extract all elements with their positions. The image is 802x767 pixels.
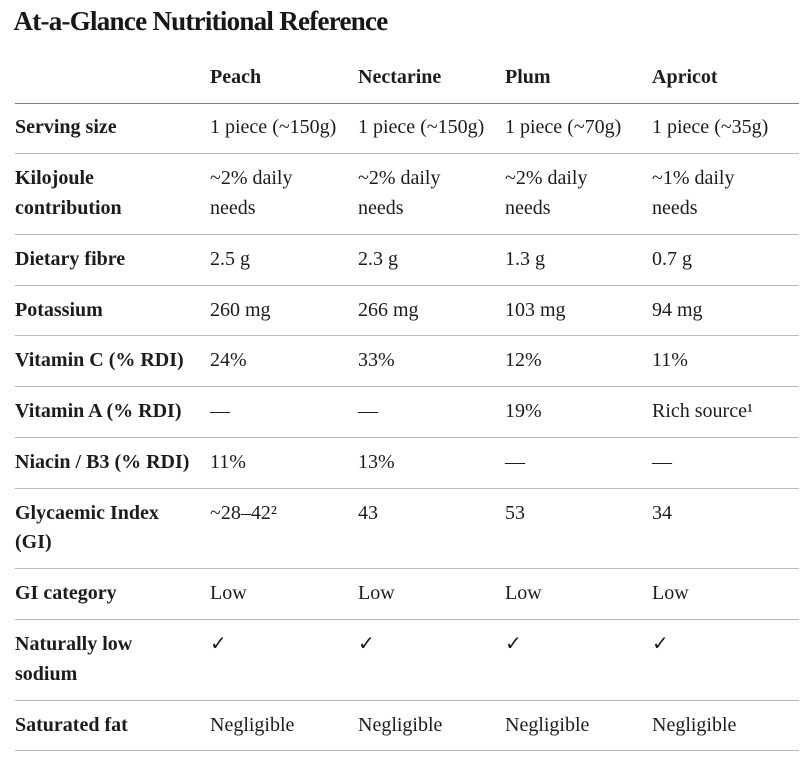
table-row: GI category Low Low Low Low (15, 569, 799, 620)
table-cell: 1 piece (~150g) (358, 116, 485, 139)
table-cell: 2.3 g (358, 247, 398, 270)
row-label: Naturally low sodium (15, 632, 133, 685)
column-header: Peach (210, 65, 262, 88)
table-cell: 1.3 g (505, 247, 545, 270)
table-row: Glycaemic Index (GI) ~28–42² 43 53 34 (15, 488, 799, 569)
table-cell: — (652, 450, 672, 473)
table-cell: 1 piece (~150g) (210, 116, 337, 139)
table-cell: 19% (505, 400, 542, 423)
page: At-a-Glance Nutritional Reference Peach N… (0, 4, 802, 751)
table-cell: ✓ (652, 632, 669, 655)
table-row: Kilojoule contribution ~2% daily needs ~2%… (15, 154, 799, 235)
table-cell: — (505, 450, 525, 473)
table-cell: 34 (652, 501, 672, 524)
table-header: Peach Nectarine Plum Apricot (15, 38, 799, 104)
table-cell: ~2% daily needs (358, 167, 441, 220)
table-cell: Negligible (358, 713, 443, 736)
page-title: At-a-Glance Nutritional Reference (13, 6, 389, 37)
table-cell: — (210, 400, 230, 423)
table-cell: 11% (210, 450, 246, 473)
table-cell: ~2% daily needs (210, 167, 293, 220)
table-row: Potassium 260 mg 266 mg 103 mg 94 mg (15, 285, 799, 336)
table-cell: ~28–42² (210, 501, 277, 524)
row-label: Vitamin C (% RDI) (15, 349, 184, 372)
table-cell: 12% (505, 349, 542, 372)
table-cell: 1 piece (~35g) (652, 116, 769, 139)
nutrition-table: Peach Nectarine Plum Apricot Serving size 1 … (15, 38, 799, 751)
table-cell: 260 mg (210, 298, 271, 321)
column-header: Nectarine (358, 65, 442, 88)
table-row: Serving size 1 piece (~150g) 1 piece (~150… (15, 103, 799, 154)
row-label: Serving size (15, 116, 117, 139)
table-cell: 11% (652, 349, 688, 372)
row-label: Niacin / B3 (% RDI) (15, 450, 190, 473)
table-cell: 13% (358, 450, 395, 473)
row-label-header (15, 38, 210, 103)
table-cell: Low (358, 582, 395, 605)
table-row: Saturated fat Negligible Negligible Negligi… (15, 700, 799, 751)
table-cell: Rich source¹ (652, 400, 753, 423)
table-cell: Negligible (210, 713, 295, 736)
table-cell: 43 (358, 501, 378, 524)
table-cell: Low (210, 582, 247, 605)
table-cell: 103 mg (505, 298, 566, 321)
table-cell: 266 mg (358, 298, 419, 321)
table-cell: ✓ (358, 632, 375, 655)
table-cell: 94 mg (652, 298, 703, 321)
table-cell: Low (505, 582, 542, 605)
table-row: Vitamin A (% RDI) — — 19% Rich source¹ (15, 387, 799, 438)
header-row: Peach Nectarine Plum Apricot (15, 38, 799, 104)
table-cell: 24% (210, 349, 247, 372)
table-cell: ~1% daily needs (652, 167, 735, 220)
column-header: Apricot (652, 65, 718, 88)
table-cell: Negligible (652, 713, 737, 736)
table-cell: 0.7 g (652, 247, 692, 270)
column-header: Plum (505, 65, 551, 88)
table-cell: ✓ (210, 632, 227, 655)
table-row: Dietary fibre 2.5 g 2.3 g 1.3 g 0.7 g (15, 234, 799, 286)
table-cell: — (358, 400, 378, 423)
row-label: Vitamin A (% RDI) (15, 400, 182, 423)
table-cell: ✓ (505, 632, 522, 655)
row-label: Potassium (15, 298, 103, 321)
table-row: Vitamin C (% RDI) 24% 33% 12% 11% (15, 336, 799, 387)
table-cell: 2.5 g (210, 247, 250, 270)
row-label: Saturated fat (15, 713, 128, 736)
table-cell: 33% (358, 349, 395, 372)
table-row: Naturally low sodium ✓ ✓ ✓ ✓ (15, 620, 799, 701)
table-cell: 1 piece (~70g) (505, 116, 622, 139)
table-body: Serving size 1 piece (~150g) 1 piece (~150… (15, 103, 799, 751)
table-cell: Low (652, 582, 689, 605)
row-label: Glycaemic Index (GI) (15, 501, 159, 554)
table-cell: 53 (505, 501, 525, 524)
row-label: GI category (15, 582, 117, 605)
table-cell: Negligible (505, 713, 590, 736)
table-row: Niacin / B3 (% RDI) 11% 13% — — (15, 437, 799, 489)
row-label: Dietary fibre (15, 247, 126, 270)
table-cell: ~2% daily needs (505, 167, 588, 220)
row-label: Kilojoule contribution (15, 167, 122, 220)
